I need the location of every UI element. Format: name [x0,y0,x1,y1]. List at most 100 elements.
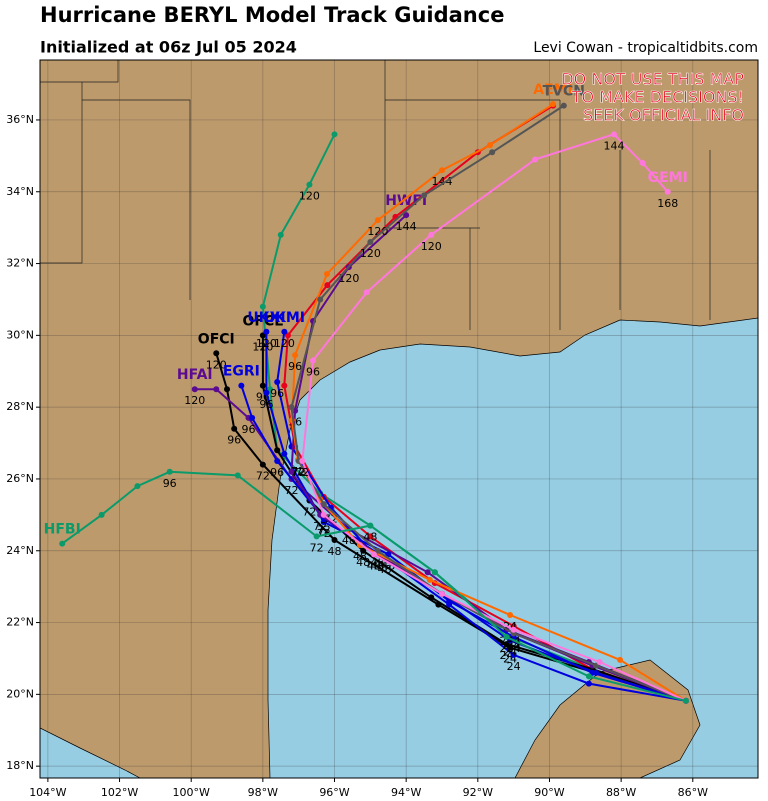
track-point [426,576,433,583]
forecast-hour: 168 [657,197,678,210]
forecast-hour: 48 [353,550,367,563]
model-label: HWFI [385,193,427,209]
forecast-hour: 144 [603,139,624,152]
forecast-hour: 48 [378,563,392,576]
track-point [320,501,327,508]
track-point [596,659,603,666]
forecast-hour: 48 [356,556,370,569]
track-point [532,156,539,163]
track-point [428,594,435,601]
track-point [98,511,105,518]
map-area: 12024487296120OFCI24487296120OFCL2448729… [40,60,758,778]
track-point [510,626,517,633]
track-point [317,296,324,303]
track-point [310,357,317,364]
track-point [550,101,557,108]
track-point [288,404,295,411]
track-point [682,697,689,704]
track-point [363,289,370,296]
forecast-hour: 72 [302,505,316,518]
x-tick-label: 102°W [101,786,138,799]
track-point [323,270,330,277]
track-point [259,303,266,310]
forecast-hour: 24 [507,660,521,673]
track-point [503,633,510,640]
forecast-hour: 120 [206,358,227,371]
forecast-hour: 120 [256,337,277,350]
forecast-hour: 96 [288,360,302,373]
track-point [281,382,288,389]
forecast-hour: 120 [252,340,273,353]
forecast-hour: 48 [371,559,385,572]
track-point [428,231,435,238]
track-point [610,131,617,138]
track-line [301,133,687,702]
forecast-hour: 72 [292,466,306,479]
y-tick-label: 32°N [6,257,34,270]
forecast-hour: 120 [274,337,295,350]
track-point [281,328,288,335]
track-point [320,519,327,526]
track-point [231,425,238,432]
y-tick-label: 28°N [6,400,34,413]
forecast-hour: 48 [367,559,381,572]
track-point [639,160,646,167]
forecast-hour: 144 [396,220,417,233]
forecast-hour: 96 [242,423,256,436]
track-point [299,458,306,465]
track-point [324,282,331,289]
y-tick-label: 24°N [6,544,34,557]
track-point [259,382,266,389]
track-point [274,458,281,465]
model-label: OFCL [243,313,284,329]
forecast-hour: 72 [285,484,299,497]
track-point [213,350,220,357]
y-tick-label: 36°N [6,113,34,126]
track-point [238,382,245,389]
subtitle: Initialized at 06z Jul 05 2024 [40,38,297,57]
model-label: AEMI [533,82,573,98]
x-tick-label: 94°W [391,786,421,799]
track-point [370,551,377,558]
track-point [281,450,288,457]
track-point [313,533,320,540]
track-point [431,569,438,576]
track-point [489,149,496,156]
track-point [166,468,173,475]
track-point [274,379,281,386]
forecast-hour: 72 [310,541,324,554]
model-label: GEMI [648,170,688,186]
y-tick-label: 22°N [6,616,34,629]
forecast-hour: 72 [317,527,331,540]
forecast-hour: 72 [291,465,305,478]
model-label: TVCN [543,84,585,100]
x-tick-label: 104°W [29,786,66,799]
track-point [59,540,66,547]
track-point [560,102,567,109]
track-point [263,389,270,396]
credit: Levi Cowan - tropicaltidbits.com [533,40,758,56]
forecast-hour: 48 [328,545,342,558]
track-point [593,669,600,676]
x-tick-label: 88°W [606,786,636,799]
track-point [234,472,241,479]
x-tick-label: 100°W [173,786,210,799]
forecast-hour: 96 [163,477,177,490]
track-point [331,131,338,138]
track-point [438,167,445,174]
forecast-hour: 24 [503,646,517,659]
forecast-hour: 48 [363,531,377,544]
forecast-hour: 96 [259,398,273,411]
track-point [360,547,367,554]
forecast-hour: 96 [306,365,320,378]
track-point [249,414,256,421]
y-tick-label: 20°N [6,687,34,700]
map-frame [39,59,759,779]
track-point [292,352,299,359]
track-point [306,181,313,188]
track-point [507,612,514,619]
track-point [191,386,198,393]
track-point [274,447,281,454]
forecast-hour: 120 [184,394,205,407]
